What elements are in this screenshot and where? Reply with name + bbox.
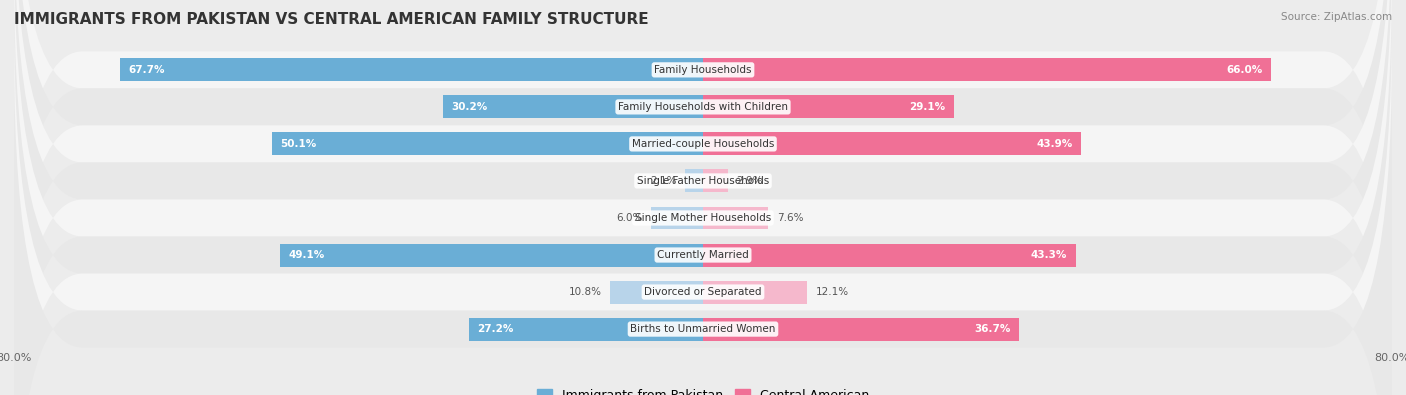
FancyBboxPatch shape bbox=[14, 0, 1392, 395]
Text: 66.0%: 66.0% bbox=[1226, 65, 1263, 75]
Text: 50.1%: 50.1% bbox=[280, 139, 316, 149]
Text: Births to Unmarried Women: Births to Unmarried Women bbox=[630, 324, 776, 334]
Text: IMMIGRANTS FROM PAKISTAN VS CENTRAL AMERICAN FAMILY STRUCTURE: IMMIGRANTS FROM PAKISTAN VS CENTRAL AMER… bbox=[14, 12, 648, 27]
Text: 43.9%: 43.9% bbox=[1036, 139, 1073, 149]
FancyBboxPatch shape bbox=[14, 0, 1392, 385]
Bar bbox=[703, 280, 807, 303]
Bar bbox=[703, 169, 728, 192]
Text: 12.1%: 12.1% bbox=[815, 287, 849, 297]
Text: Single Father Households: Single Father Households bbox=[637, 176, 769, 186]
Legend: Immigrants from Pakistan, Central American: Immigrants from Pakistan, Central Americ… bbox=[531, 384, 875, 395]
Text: 2.9%: 2.9% bbox=[737, 176, 763, 186]
Text: 30.2%: 30.2% bbox=[451, 102, 488, 112]
Text: Source: ZipAtlas.com: Source: ZipAtlas.com bbox=[1281, 12, 1392, 22]
Text: 43.3%: 43.3% bbox=[1031, 250, 1067, 260]
Text: 7.6%: 7.6% bbox=[778, 213, 804, 223]
Bar bbox=[703, 96, 953, 118]
Text: 6.0%: 6.0% bbox=[616, 213, 643, 223]
Text: 49.1%: 49.1% bbox=[288, 250, 325, 260]
Text: 27.2%: 27.2% bbox=[478, 324, 513, 334]
Text: 67.7%: 67.7% bbox=[128, 65, 165, 75]
FancyBboxPatch shape bbox=[14, 51, 1392, 395]
FancyBboxPatch shape bbox=[14, 0, 1392, 395]
Bar bbox=[610, 280, 703, 303]
Bar bbox=[651, 207, 703, 229]
Text: 10.8%: 10.8% bbox=[568, 287, 602, 297]
FancyBboxPatch shape bbox=[14, 14, 1392, 395]
Bar bbox=[120, 58, 703, 81]
Text: 29.1%: 29.1% bbox=[908, 102, 945, 112]
Bar bbox=[703, 58, 1271, 81]
Text: Single Mother Households: Single Mother Households bbox=[636, 213, 770, 223]
FancyBboxPatch shape bbox=[14, 0, 1392, 348]
Bar bbox=[271, 132, 703, 155]
Bar bbox=[685, 169, 703, 192]
Text: 36.7%: 36.7% bbox=[974, 324, 1011, 334]
Text: Divorced or Separated: Divorced or Separated bbox=[644, 287, 762, 297]
Text: Family Households with Children: Family Households with Children bbox=[619, 102, 787, 112]
Text: Married-couple Households: Married-couple Households bbox=[631, 139, 775, 149]
Text: Family Households: Family Households bbox=[654, 65, 752, 75]
Bar bbox=[443, 96, 703, 118]
Bar bbox=[703, 244, 1076, 267]
Bar bbox=[468, 318, 703, 340]
Text: Currently Married: Currently Married bbox=[657, 250, 749, 260]
Bar bbox=[280, 244, 703, 267]
FancyBboxPatch shape bbox=[14, 0, 1392, 395]
FancyBboxPatch shape bbox=[14, 0, 1392, 395]
Bar bbox=[703, 318, 1019, 340]
Text: 2.1%: 2.1% bbox=[650, 176, 676, 186]
Bar bbox=[703, 132, 1081, 155]
Bar bbox=[703, 207, 769, 229]
